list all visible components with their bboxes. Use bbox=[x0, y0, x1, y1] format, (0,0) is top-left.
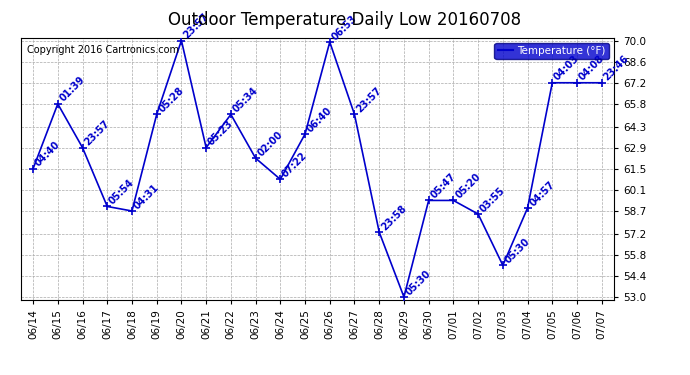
Text: 23:57: 23:57 bbox=[181, 12, 210, 40]
Text: 23:58: 23:58 bbox=[380, 203, 408, 232]
Text: 05:34: 05:34 bbox=[231, 86, 260, 114]
Text: 23:57: 23:57 bbox=[355, 86, 384, 114]
Text: 23:46: 23:46 bbox=[602, 54, 631, 83]
Text: 04:40: 04:40 bbox=[33, 140, 62, 169]
Text: 04:03: 04:03 bbox=[552, 54, 581, 83]
Text: 01:39: 01:39 bbox=[58, 75, 87, 104]
Text: 05:30: 05:30 bbox=[503, 236, 532, 265]
Text: 04:08: 04:08 bbox=[577, 54, 606, 83]
Text: 05:47: 05:47 bbox=[428, 171, 457, 200]
Text: 05:20: 05:20 bbox=[453, 171, 482, 200]
Text: 06:53: 06:53 bbox=[330, 13, 359, 42]
Text: 05:23: 05:23 bbox=[206, 118, 235, 148]
Text: 02:00: 02:00 bbox=[255, 129, 284, 158]
Text: 06:40: 06:40 bbox=[305, 105, 334, 134]
Text: 07:22: 07:22 bbox=[280, 150, 309, 179]
Text: 04:31: 04:31 bbox=[132, 182, 161, 211]
Text: 05:28: 05:28 bbox=[157, 86, 186, 114]
Legend: Temperature (°F): Temperature (°F) bbox=[495, 43, 609, 59]
Text: 05:30: 05:30 bbox=[404, 268, 433, 297]
Text: 05:54: 05:54 bbox=[107, 177, 136, 207]
Text: Outdoor Temperature Daily Low 20160708: Outdoor Temperature Daily Low 20160708 bbox=[168, 11, 522, 29]
Text: 04:57: 04:57 bbox=[528, 179, 557, 208]
Text: 23:57: 23:57 bbox=[83, 118, 112, 148]
Text: Copyright 2016 Cartronics.com: Copyright 2016 Cartronics.com bbox=[27, 45, 179, 56]
Text: 03:55: 03:55 bbox=[478, 185, 507, 214]
